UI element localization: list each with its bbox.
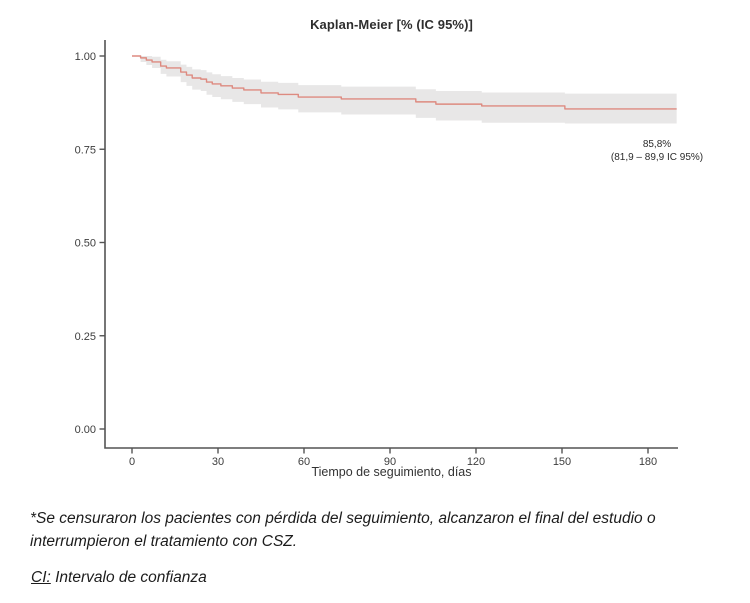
y-tick-label: 0.25	[75, 331, 96, 343]
ci-definition: CI: Intervalo de confianza	[31, 569, 207, 587]
y-tick-label: 0.50	[75, 238, 96, 250]
x-tick-label: 0	[129, 456, 135, 468]
x-axis-title: Tiempo de seguimiento, días	[311, 465, 472, 479]
y-tick-label: 0.00	[75, 424, 96, 436]
x-tick-label: 150	[553, 456, 571, 468]
axes-lines	[104, 40, 678, 449]
kaplan-meier-plot: 0.00 0.25 0.50 0.75 1.00 0 30 60 90 120 150 180	[75, 40, 678, 468]
y-tick-label: 0.75	[75, 144, 96, 156]
ci-abbreviation: CI:	[31, 569, 51, 586]
censoring-footnote: *Se censuraron los pacientes con pérdida…	[30, 507, 730, 553]
x-tick-label: 60	[298, 456, 310, 468]
censoring-footnote-line1: *Se censuraron los pacientes con pérdida…	[30, 510, 656, 527]
x-tick-label: 180	[639, 456, 657, 468]
chart-title: Kaplan-Meier [% (IC 95%)]	[310, 17, 473, 32]
ci-definition-text: Intervalo de confianza	[50, 569, 207, 586]
final-estimate-value: 85,8%	[642, 139, 672, 150]
survival-curve	[132, 55, 677, 110]
x-tick-label: 90	[384, 456, 396, 468]
y-tick-label: 1.00	[75, 51, 96, 63]
confidence-band	[132, 56, 677, 124]
censoring-footnote-line2: interrumpieron el tratamiento con CSZ.	[30, 533, 298, 550]
x-tick-label: 30	[212, 456, 224, 468]
x-tick-label: 120	[467, 456, 485, 468]
final-estimate-ci: (81,9 – 89,9 IC 95%)	[610, 152, 704, 163]
final-estimate-annotation: 85,8% (81,9 – 89,9 IC 95%)	[567, 138, 747, 164]
